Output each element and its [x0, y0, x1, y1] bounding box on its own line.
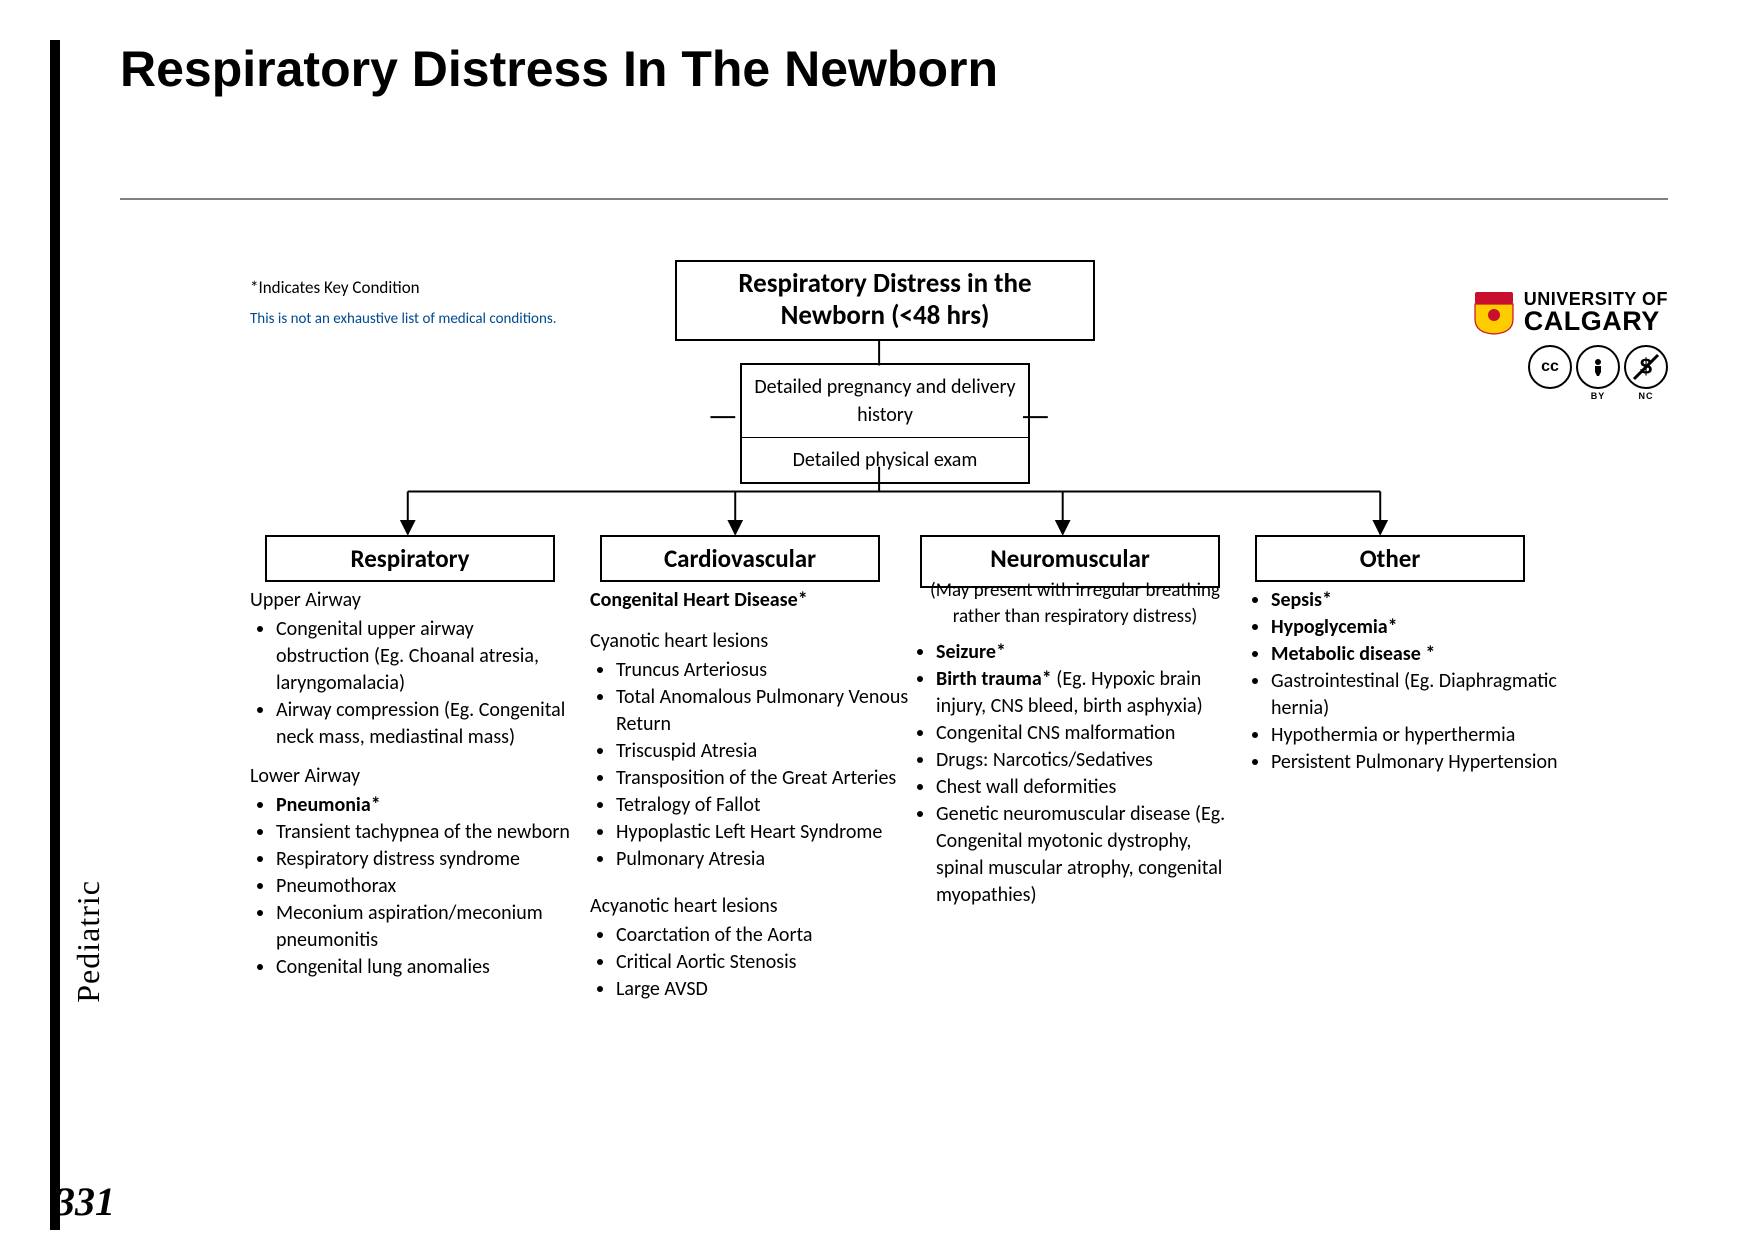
- column-neuromuscular: (May present with irregular breathing ra…: [910, 578, 1240, 921]
- legend: *Indicates Key Condition This is not an …: [250, 277, 557, 328]
- list-item: Critical Aortic Stenosis: [616, 949, 910, 976]
- column-respiratory: Upper Airway Congenital upper airway obs…: [250, 587, 570, 993]
- list-item: Respiratory distress syndrome: [276, 846, 570, 873]
- list-item: Persistent Pulmonary Hypertension: [1271, 749, 1565, 776]
- horizontal-rule: [120, 198, 1668, 200]
- category-header-other: Other: [1255, 535, 1525, 582]
- cv-acyan-title: Acyanotic heart lesions: [590, 893, 910, 920]
- resp-lower-list: Pneumonia*Transient tachypnea of the new…: [250, 792, 570, 981]
- list-item: Birth trauma* (Eg. Hypoxic brain injury,…: [936, 666, 1240, 720]
- list-item: Pulmonary Atresia: [616, 846, 910, 873]
- nm-note: (May present with irregular breathing ra…: [920, 578, 1230, 629]
- section-label: Pediatric: [70, 880, 107, 1003]
- nm-list: Seizure*Birth trauma* (Eg. Hypoxic brain…: [910, 639, 1240, 909]
- list-item: Congenital lung anomalies: [276, 954, 570, 981]
- legend-key: *Indicates Key Condition: [250, 277, 557, 298]
- list-item: Chest wall deformities: [936, 774, 1240, 801]
- page: Respiratory Distress In The Newborn Pedi…: [0, 0, 1748, 1240]
- list-item: Seizure*: [936, 639, 1240, 666]
- list-item: Sepsis*: [1271, 587, 1565, 614]
- other-list: Sepsis*Hypoglycemia*Metabolic disease *G…: [1245, 587, 1565, 776]
- list-item: Hypothermia or hyperthermia: [1271, 722, 1565, 749]
- list-item: Meconium aspiration/meconium pneumonitis: [276, 900, 570, 954]
- list-item: Airway compression (Eg. Congenital neck …: [276, 697, 570, 751]
- list-item: Coarctation of the Aorta: [616, 922, 910, 949]
- list-item: Congenital upper airway obstruction (Eg.…: [276, 616, 570, 697]
- list-item: Pneumothorax: [276, 873, 570, 900]
- list-item: Large AVSD: [616, 976, 910, 1003]
- resp-upper-title: Upper Airway: [250, 587, 570, 614]
- list-item: Hypoplastic Left Heart Syndrome: [616, 819, 910, 846]
- column-other: Sepsis*Hypoglycemia*Metabolic disease *G…: [1245, 587, 1565, 788]
- cv-chd-title: Congenital Heart Disease*: [590, 587, 910, 614]
- left-vertical-bar: [50, 40, 60, 1230]
- list-item: Hypoglycemia*: [1271, 614, 1565, 641]
- flow-title-box: Respiratory Distress in the Newborn (<48…: [675, 260, 1095, 341]
- list-item: Congenital CNS malformation: [936, 720, 1240, 747]
- list-item: Gastrointestinal (Eg. Diaphragmatic hern…: [1271, 668, 1565, 722]
- cv-cyan-list: Truncus ArteriosusTotal Anomalous Pulmon…: [590, 657, 910, 873]
- legend-note: This is not an exhaustive list of medica…: [250, 310, 557, 328]
- list-item: Metabolic disease *: [1271, 641, 1565, 668]
- cv-acyan-list: Coarctation of the AortaCritical Aortic …: [590, 922, 910, 1003]
- resp-upper-list: Congenital upper airway obstruction (Eg.…: [250, 616, 570, 751]
- column-cardiovascular: Congenital Heart Disease* Cyanotic heart…: [590, 587, 910, 1015]
- flow-step-2: Detailed physical exam: [752, 446, 1018, 474]
- cv-cyan-title: Cyanotic heart lesions: [590, 628, 910, 655]
- category-header-respiratory: Respiratory: [265, 535, 555, 582]
- flow-steps-box: Detailed pregnancy and delivery history …: [740, 363, 1030, 484]
- list-item: Truncus Arteriosus: [616, 657, 910, 684]
- list-item: Total Anomalous Pulmonary Venous Return: [616, 684, 910, 738]
- flow-step-1: Detailed pregnancy and delivery history: [752, 373, 1018, 429]
- list-item: Triscuspid Atresia: [616, 738, 910, 765]
- page-title: Respiratory Distress In The Newborn: [120, 40, 1668, 98]
- list-item: Genetic neuromuscular disease (Eg. Conge…: [936, 801, 1240, 909]
- list-item: Drugs: Narcotics/Sedatives: [936, 747, 1240, 774]
- list-item: Transposition of the Great Arteries: [616, 765, 910, 792]
- list-item: Transient tachypnea of the newborn: [276, 819, 570, 846]
- flowchart: *Indicates Key Condition This is not an …: [120, 215, 1668, 1155]
- list-item: Pneumonia*: [276, 792, 570, 819]
- category-header-cardiovascular: Cardiovascular: [600, 535, 880, 582]
- list-item: Tetralogy of Fallot: [616, 792, 910, 819]
- page-number: 331: [55, 1178, 115, 1225]
- resp-lower-title: Lower Airway: [250, 763, 570, 790]
